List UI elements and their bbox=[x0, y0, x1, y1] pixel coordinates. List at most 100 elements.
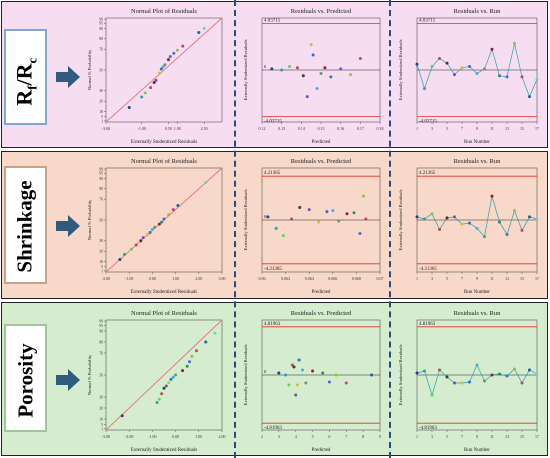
data-point bbox=[528, 95, 531, 99]
x-tick-label: 13 bbox=[505, 126, 509, 131]
data-point bbox=[339, 67, 343, 71]
data-point bbox=[453, 381, 456, 385]
divider-left bbox=[234, 0, 236, 458]
data-point bbox=[361, 194, 365, 198]
divider-right bbox=[389, 0, 391, 458]
data-point bbox=[197, 31, 201, 35]
limit-label: -4.81963 bbox=[264, 426, 282, 431]
x-tick-label: 2.00 bbox=[195, 276, 202, 281]
limit-label: -4.03715 bbox=[419, 120, 437, 125]
x-tick-label: 17 bbox=[535, 276, 539, 281]
x-axis-label: Predicted bbox=[312, 140, 331, 145]
x-tick-label: 0.06 bbox=[259, 276, 266, 281]
data-point bbox=[143, 91, 147, 95]
x-tick-label: 1.00 bbox=[174, 126, 181, 131]
data-point bbox=[152, 80, 156, 84]
x-tick-label: 0.12 bbox=[259, 126, 266, 131]
data-point bbox=[468, 221, 471, 225]
data-point bbox=[204, 181, 208, 185]
x-tick-label: 15 bbox=[520, 276, 524, 281]
x-tick-label: 13 bbox=[505, 276, 509, 281]
data-point bbox=[430, 212, 434, 216]
data-point bbox=[513, 41, 516, 45]
data-point bbox=[298, 206, 302, 210]
data-point bbox=[483, 235, 486, 239]
data-point bbox=[277, 371, 281, 375]
row-label-shrinkage: Shrinkage bbox=[12, 180, 37, 273]
data-point bbox=[520, 75, 524, 79]
data-point bbox=[134, 243, 138, 247]
data-point bbox=[423, 86, 426, 90]
x-tick-label: 9 bbox=[476, 434, 478, 439]
series-line bbox=[416, 196, 538, 238]
y-tick-label: 99 bbox=[99, 320, 103, 324]
x-tick-label: 11 bbox=[490, 276, 494, 281]
data-point bbox=[475, 226, 479, 230]
y-tick-label: 30 bbox=[99, 239, 103, 243]
data-point bbox=[475, 363, 479, 367]
data-point bbox=[300, 368, 304, 372]
data-point bbox=[270, 67, 274, 71]
data-point bbox=[292, 365, 296, 369]
data-point bbox=[290, 363, 294, 367]
data-point bbox=[430, 65, 434, 69]
data-point bbox=[127, 105, 131, 109]
limit-label: 4.21365 bbox=[264, 171, 281, 176]
data-point bbox=[190, 354, 194, 358]
chart-title: Residuals vs. Run bbox=[454, 310, 502, 317]
x-tick-label: 5 bbox=[446, 126, 448, 131]
y-tick-label: 5 bbox=[101, 265, 103, 269]
data-point bbox=[213, 331, 217, 335]
y-tick-label: 20 bbox=[99, 406, 103, 410]
x-tick-label: 3.00 bbox=[219, 276, 226, 281]
data-point bbox=[315, 86, 319, 90]
x-tick-label: 1 bbox=[416, 276, 418, 281]
y-tick-label: 30 bbox=[99, 89, 103, 93]
data-point bbox=[453, 73, 456, 77]
y-axis-label: Externally Studentized Residuals bbox=[243, 189, 248, 250]
data-point bbox=[370, 373, 374, 377]
y-tick-label: 99 bbox=[99, 17, 103, 21]
data-point bbox=[513, 367, 516, 371]
data-point bbox=[281, 234, 285, 238]
residuals-vs-predicted-shrinkage: Residuals vs. Predicted Predicted External… bbox=[243, 158, 384, 295]
x-tick-label: 0.068 bbox=[352, 276, 361, 281]
x-tick-label: -1.00 bbox=[148, 434, 156, 439]
data-point bbox=[120, 414, 124, 418]
data-point bbox=[352, 211, 356, 215]
x-tick-label: 7 bbox=[345, 434, 347, 439]
chart-title: Residuals vs. Predicted bbox=[291, 8, 352, 15]
data-point bbox=[153, 225, 157, 229]
data-point bbox=[181, 369, 185, 373]
y-tick-label: 1 bbox=[101, 269, 103, 273]
y-axis-label: Externally Studentized Residuals bbox=[398, 189, 403, 250]
data-point bbox=[160, 220, 164, 224]
row-label-box-porosity: Porosity bbox=[4, 324, 47, 432]
x-tick-label: 1.00 bbox=[195, 434, 202, 439]
data-point bbox=[331, 209, 335, 213]
data-point bbox=[146, 233, 150, 237]
data-point bbox=[415, 62, 419, 66]
x-tick-label: -1.00 bbox=[138, 126, 146, 131]
data-point bbox=[498, 220, 501, 224]
data-point bbox=[166, 58, 170, 62]
data-point bbox=[415, 371, 419, 375]
data-point bbox=[162, 386, 166, 390]
x-tick-label: 1 bbox=[416, 434, 418, 439]
x-tick-label: 7 bbox=[461, 276, 463, 281]
data-point bbox=[483, 67, 486, 71]
row-band-rf-rc bbox=[1, 1, 548, 148]
x-tick-label: 0.064 bbox=[305, 276, 314, 281]
x-tick-label: 5 bbox=[446, 276, 448, 281]
y-tick-label: 70 bbox=[99, 48, 103, 52]
y-tick-label: 95 bbox=[99, 172, 103, 176]
y-tick-label: 20 bbox=[99, 250, 103, 254]
x-tick-label: 2 bbox=[261, 434, 263, 439]
data-point bbox=[317, 220, 321, 224]
data-point bbox=[337, 219, 341, 223]
data-point bbox=[520, 228, 524, 232]
data-point bbox=[483, 379, 486, 383]
y-tick-label: 20 bbox=[99, 100, 103, 104]
y-tick-label: 70 bbox=[99, 351, 103, 355]
data-point bbox=[161, 65, 165, 69]
